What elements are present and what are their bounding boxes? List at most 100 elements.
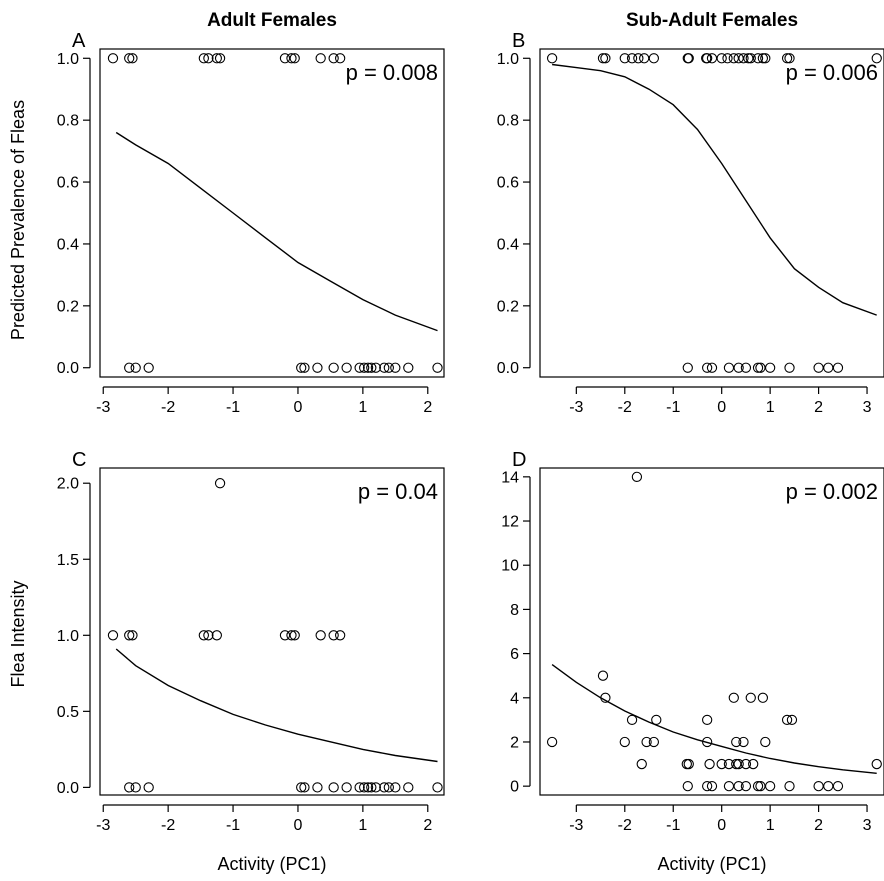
data-point-C [198,630,209,641]
y-tick-label-C: 1.5 [57,552,79,569]
data-point-D [702,736,713,748]
x-tick-label-B: 2 [814,399,823,416]
data-point-C [214,478,226,489]
data-point-A [214,53,226,64]
data-point-B [813,362,824,373]
data-point-B [702,53,713,64]
y-tick-label-C: 0.0 [57,780,79,797]
data-point-D [597,670,609,681]
plot-frame-B [539,48,884,378]
x-tick-label-B: 1 [766,399,775,416]
data-point-C [312,782,323,793]
data-point-C [341,782,352,793]
data-point-A [198,53,209,64]
data-point-A [328,362,339,373]
data-point-A [335,53,346,64]
data-point-C [335,630,346,641]
y-axis-label-prevalence: Predicted Prevalence of Fleas [8,100,28,340]
data-point-A [107,53,119,64]
data-point-B [871,53,882,64]
x-tick-label-A: -1 [226,399,240,416]
x-tick-label-C: 0 [294,817,303,834]
x-tick-label-C: -3 [96,817,110,834]
panel-B: Bp = 0.006 -3 -2 -1 0 1 2 3 0.0 0.2 0.4 0.6 0.8 1.0 [497,30,884,416]
data-point-C [296,782,307,793]
data-point-D [682,781,693,792]
data-point-B [823,362,834,373]
p-value-annotation-C: p = 0.04 [358,479,438,504]
data-point-B [702,362,713,373]
data-point-B [752,362,764,373]
data-point-A [315,53,326,64]
data-point-D [731,736,742,748]
x-tick-label-A: -2 [161,399,175,416]
data-point-D [745,692,756,703]
x-tick-label-C: 1 [358,817,367,834]
data-point-A [130,362,141,373]
y-tick-label-A: 0.2 [57,298,79,315]
data-point-B [648,53,660,64]
data-point-D [702,714,713,726]
data-point-B [757,53,769,64]
data-point-D [728,692,739,703]
data-point-C [432,782,443,793]
y-tick-label-A: 0.4 [57,236,79,253]
data-point-C [299,782,310,793]
data-point-A [383,362,394,373]
data-point-B [683,53,694,64]
data-point-D [631,471,643,482]
data-point-C [130,782,141,793]
data-point-D [702,781,713,792]
data-point-D [716,758,727,770]
data-point-C [203,630,214,641]
x-tick-label-A: -3 [96,399,110,416]
data-point-D [733,758,744,770]
x-tick-label-D: 0 [717,817,726,834]
data-point-C [124,630,135,641]
panel-A: Ap = 0.008 -3 -2 -1 0 1 2 0.0 0.2 0.4 0.6 0.8 1.0 [57,30,445,416]
panel-label-C: C [72,449,86,471]
column-title-subadult: Sub-Adult Females [626,10,798,31]
data-point-C [403,782,414,793]
data-point-C [107,630,119,641]
data-point-B [619,53,630,64]
data-point-A [403,362,414,373]
data-point-C [143,782,154,793]
data-point-B [781,53,793,64]
x-tick-label-D: 1 [766,817,775,834]
y-tick-label-C: 1.0 [57,628,79,645]
data-point-D [723,758,735,770]
y-tick-label-B: 0.4 [497,236,519,253]
panel-label-B: B [512,30,525,52]
data-point-A [312,362,323,373]
data-point-D [600,692,611,703]
x-tick-label-A: 0 [294,399,303,416]
x-tick-label-C: 2 [423,817,432,834]
data-point-B [832,362,844,373]
data-point-C [366,782,377,793]
data-point-D [641,736,652,748]
data-point-A [379,362,390,373]
y-tick-label-D: 14 [501,469,519,486]
data-point-D [871,758,882,770]
data-point-D [733,781,744,792]
data-point-D [784,781,795,792]
y-tick-label-A: 0.0 [57,360,79,377]
x-tick-label-D: -2 [618,817,632,834]
data-point-D [738,736,749,748]
data-point-D [731,758,742,770]
column-title-adult: Adult Females [207,10,337,31]
data-point-B [764,362,776,373]
y-tick-label-C: 0.5 [57,704,79,721]
data-point-B [733,362,744,373]
data-point-A [390,362,401,373]
data-point-C [390,782,401,793]
y-tick-label-D: 12 [501,514,519,531]
data-point-D [626,714,638,726]
y-tick-label-D: 2 [510,734,519,751]
x-tick-label-D: -1 [666,817,680,834]
data-point-A [143,362,154,373]
data-point-D [651,714,662,726]
data-point-C [370,782,381,793]
